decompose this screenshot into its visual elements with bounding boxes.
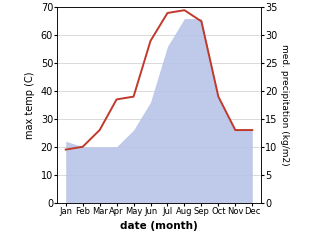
Y-axis label: med. precipitation (kg/m2): med. precipitation (kg/m2) — [280, 44, 288, 166]
Y-axis label: max temp (C): max temp (C) — [25, 71, 35, 139]
X-axis label: date (month): date (month) — [120, 221, 198, 231]
